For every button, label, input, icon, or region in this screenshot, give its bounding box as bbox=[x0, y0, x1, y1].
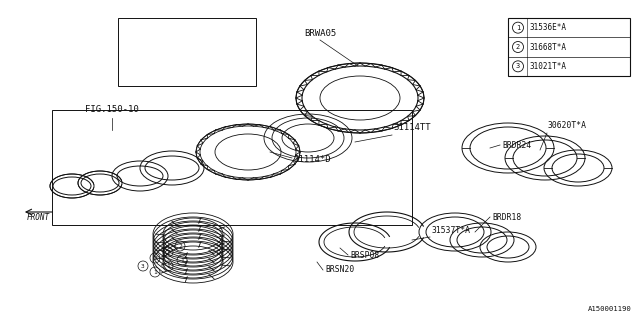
Text: 31114*D: 31114*D bbox=[293, 155, 331, 164]
Text: 1: 1 bbox=[516, 25, 520, 31]
Text: 1: 1 bbox=[153, 269, 157, 275]
Text: BRDR18: BRDR18 bbox=[492, 213, 521, 222]
Text: BRSP08: BRSP08 bbox=[350, 251, 380, 260]
Text: FRONT: FRONT bbox=[26, 213, 49, 222]
Text: BRWA05: BRWA05 bbox=[304, 29, 336, 38]
Bar bbox=[508, 18, 630, 76]
Text: A150001190: A150001190 bbox=[588, 306, 632, 312]
Text: 1: 1 bbox=[166, 263, 170, 268]
Text: 31537T*A: 31537T*A bbox=[432, 226, 471, 235]
Text: BRSN20: BRSN20 bbox=[325, 265, 355, 274]
Text: BRDR24: BRDR24 bbox=[502, 141, 531, 150]
Text: 2: 2 bbox=[153, 255, 157, 260]
Text: 1: 1 bbox=[180, 258, 184, 262]
Text: 3: 3 bbox=[141, 263, 145, 268]
Text: 31536E*A: 31536E*A bbox=[530, 23, 567, 32]
Text: 2: 2 bbox=[178, 244, 182, 249]
Text: 2: 2 bbox=[516, 44, 520, 50]
Text: 3: 3 bbox=[516, 63, 520, 69]
Text: 30620T*A: 30620T*A bbox=[548, 121, 587, 130]
Bar bbox=[52, 110, 412, 225]
Text: FIG.150-10: FIG.150-10 bbox=[85, 105, 139, 114]
Bar bbox=[118, 18, 256, 86]
Text: 31021T*A: 31021T*A bbox=[530, 62, 567, 71]
Text: 31668T*A: 31668T*A bbox=[530, 43, 567, 52]
Text: 31114TT: 31114TT bbox=[393, 123, 431, 132]
Text: 2: 2 bbox=[166, 250, 170, 254]
